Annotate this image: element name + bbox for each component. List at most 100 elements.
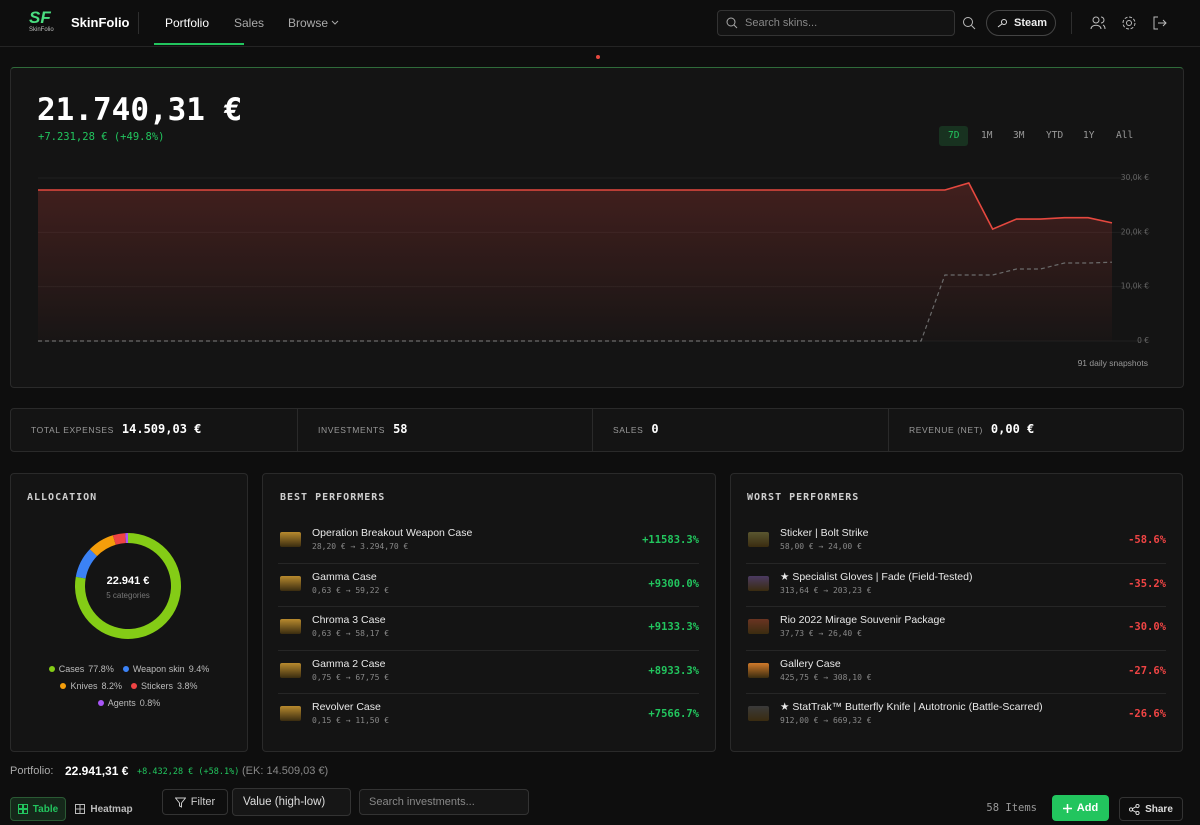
footer-label: Portfolio: — [10, 765, 54, 777]
stat-value: 0 — [651, 422, 659, 436]
table-view-button[interactable]: Table — [10, 797, 66, 821]
plus-icon — [1062, 803, 1072, 813]
row-divider — [746, 649, 1166, 651]
settings-icon[interactable] — [1121, 15, 1137, 31]
nav-tab[interactable]: Sales — [234, 16, 265, 30]
investment-search[interactable]: Search investments... — [359, 789, 529, 815]
snapshot-count: 91 daily snapshots — [1077, 358, 1148, 368]
add-button[interactable]: Add — [1052, 795, 1109, 821]
y-tick-label: 10,0k € — [1121, 282, 1149, 291]
row-divider — [746, 562, 1166, 564]
legend-swatch — [60, 683, 67, 689]
row-divider — [746, 606, 1166, 607]
item-name[interactable]: Gamma Case — [312, 570, 377, 583]
panel-title: WORST PERFORMERS — [747, 492, 860, 503]
steam-button[interactable] — [986, 10, 1056, 36]
steam-label: Steam — [1014, 17, 1048, 29]
sort-select[interactable]: Value (high-low) — [232, 788, 351, 816]
users-icon[interactable] — [1090, 15, 1106, 31]
stat-label: SALES — [613, 425, 644, 435]
legend-swatch — [48, 666, 55, 672]
stat-label: REVENUE (NET) — [909, 425, 983, 435]
logo[interactable]: SF — [29, 8, 51, 27]
view-label: Heatmap — [90, 803, 133, 815]
item-prices: 0,63 € → 59,22 € — [312, 585, 390, 595]
stats-bar — [10, 408, 1184, 452]
item-name[interactable]: Sticker | Bolt Strike — [780, 527, 869, 539]
add-label: Add — [1076, 802, 1099, 814]
legend-name: Cases — [58, 664, 85, 674]
allocation-panel — [10, 473, 248, 752]
range-button[interactable]: YTD — [1046, 130, 1064, 141]
range-button[interactable]: 7D — [939, 126, 969, 146]
item-name[interactable]: Operation Breakout Weapon Case — [312, 527, 473, 539]
stat-value: 14.509,03 € — [121, 422, 202, 436]
stat-value: 0,00 € — [990, 422, 1035, 436]
item-change: -58.6% — [1128, 534, 1166, 546]
item-name[interactable]: Gamma 2 Case — [312, 657, 386, 670]
panel-title: BEST PERFORMERS — [280, 492, 386, 503]
nav-tab[interactable]: Browse — [288, 16, 329, 30]
sort-label: Value (high-low) — [243, 796, 326, 808]
y-tick-label: 0 € — [1137, 336, 1149, 345]
item-name[interactable]: Gallery Case — [780, 657, 841, 670]
item-change: +9300.0% — [648, 577, 699, 590]
search-placeholder: Search skins... — [745, 17, 818, 29]
value-area — [38, 182, 1112, 341]
heatmap-view-button[interactable]: Heatmap — [70, 797, 138, 821]
item-icon — [280, 706, 301, 721]
chevron — [331, 20, 339, 25]
footer-value: 22.941,31 € — [65, 764, 129, 778]
top-bar — [0, 0, 1200, 47]
item-name[interactable]: ★ StatTrak™ Butterfly Knife | Autotronic… — [780, 701, 1043, 713]
item-icon — [280, 575, 301, 591]
item-change: +7566.7% — [648, 708, 699, 720]
brand[interactable]: SkinFolio — [71, 15, 130, 30]
active-underline — [154, 43, 244, 45]
item-name[interactable]: ★ Specialist Gloves | Fade (Field-Tested… — [780, 570, 973, 583]
allocation-subtitle: 5 categories — [106, 591, 150, 600]
logo-sub: SkinFolio — [29, 27, 54, 33]
range-button[interactable]: 1Y — [1083, 130, 1095, 141]
search-icon — [726, 17, 738, 29]
item-prices: 912,00 € → 669,32 € — [780, 716, 872, 725]
divider — [1071, 12, 1072, 34]
item-change: +9133.3% — [648, 621, 699, 633]
legend-item: Knives 8.2% — [60, 681, 122, 691]
item-icon — [748, 662, 769, 678]
stat-value: 58 — [393, 422, 408, 436]
stat-divider — [297, 408, 298, 452]
heatmap-icon — [75, 804, 86, 814]
row-divider — [278, 606, 699, 607]
legend-value: 77.8% — [88, 664, 114, 674]
row-divider — [746, 693, 1166, 694]
item-change: -35.2% — [1128, 577, 1166, 590]
search-button[interactable] — [962, 16, 976, 30]
portfolio-change: +7.231,28 € (+49.8%) — [38, 131, 165, 143]
divider — [138, 12, 139, 34]
range-button[interactable]: All — [1116, 130, 1134, 141]
share-icon — [1129, 803, 1140, 815]
nav-tab[interactable]: Portfolio — [165, 16, 210, 30]
item-name[interactable]: Chroma 3 Case — [312, 614, 386, 626]
item-icon — [748, 619, 769, 634]
table-icon — [17, 804, 28, 814]
item-name[interactable]: Rio 2022 Mirage Souvenir Package — [780, 614, 946, 626]
best-panel — [262, 473, 716, 752]
legend-name: Agents — [107, 698, 136, 708]
search-box[interactable] — [717, 10, 955, 36]
range-button[interactable]: 3M — [1013, 130, 1025, 141]
steam-icon — [997, 19, 1007, 28]
legend-name: Weapon skin — [132, 664, 185, 674]
legend-swatch — [131, 683, 137, 689]
range-button[interactable]: 1M — [981, 130, 993, 141]
legend-name: Stickers — [141, 681, 174, 691]
line-chart: 0 € 10,0k € 20,0k € 30,0k € — [38, 173, 1150, 345]
filter-button[interactable]: Filter — [162, 789, 228, 815]
filter-label: Filter — [190, 796, 216, 808]
item-name[interactable]: Revolver Case — [312, 701, 381, 713]
logout-icon[interactable] — [1152, 15, 1168, 31]
item-icon — [748, 706, 769, 721]
share-button[interactable]: Share — [1119, 797, 1183, 821]
